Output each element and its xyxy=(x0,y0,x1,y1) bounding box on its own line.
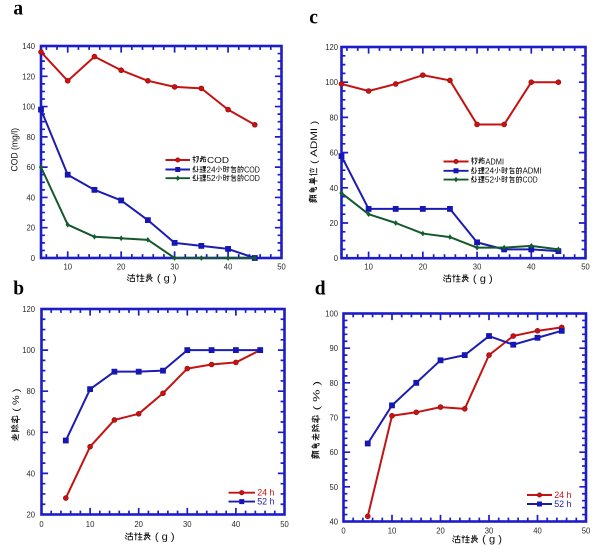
svg-text:40: 40 xyxy=(232,520,241,529)
svg-text:0: 0 xyxy=(31,254,36,263)
svg-text:COD: COD xyxy=(207,156,229,165)
svg-text:10: 10 xyxy=(64,263,73,272)
svg-text:52 h: 52 h xyxy=(554,499,571,509)
svg-text:50: 50 xyxy=(277,263,286,272)
svg-text:120: 120 xyxy=(22,305,35,314)
svg-text:50: 50 xyxy=(280,520,289,529)
svg-text:( g ): ( g ) xyxy=(154,274,177,285)
svg-text:70: 70 xyxy=(330,414,339,423)
svg-text:50: 50 xyxy=(581,263,590,272)
svg-text:( g ): ( g ) xyxy=(470,274,493,285)
svg-text:10: 10 xyxy=(388,527,397,536)
svg-text:80: 80 xyxy=(27,387,36,396)
svg-text:( % ): ( % ) xyxy=(311,381,321,414)
svg-text:52: 52 xyxy=(206,174,216,183)
svg-text:ADMI: ADMI xyxy=(486,157,505,166)
svg-text:0: 0 xyxy=(39,520,44,529)
svg-text:80: 80 xyxy=(27,133,36,142)
svg-text:100: 100 xyxy=(325,78,338,87)
svg-text:20: 20 xyxy=(27,511,36,520)
svg-text:52: 52 xyxy=(485,176,495,185)
svg-text:24: 24 xyxy=(485,167,495,176)
svg-text:40: 40 xyxy=(27,469,36,478)
svg-text:COD: COD xyxy=(244,165,260,174)
svg-text:100: 100 xyxy=(325,310,338,319)
svg-text:30: 30 xyxy=(183,520,192,529)
svg-text:( g ): ( g ) xyxy=(152,532,175,543)
svg-text:20: 20 xyxy=(436,527,445,536)
svg-text:90: 90 xyxy=(330,344,339,353)
svg-text:80: 80 xyxy=(330,379,339,388)
svg-text:30: 30 xyxy=(473,263,482,272)
svg-text:10: 10 xyxy=(364,263,373,272)
svg-text:24 h: 24 h xyxy=(554,490,571,500)
svg-text:( ADMI ): ( ADMI ) xyxy=(309,121,319,167)
svg-text:20: 20 xyxy=(117,263,126,272)
svg-text:60: 60 xyxy=(330,149,339,158)
svg-text:52 h: 52 h xyxy=(257,497,274,507)
svg-text:24 h: 24 h xyxy=(257,488,274,498)
svg-text:( % ): ( % ) xyxy=(11,389,21,415)
svg-text:COD: COD xyxy=(523,176,538,185)
svg-text:60: 60 xyxy=(27,163,36,172)
svg-text:20: 20 xyxy=(27,224,36,233)
svg-text:40: 40 xyxy=(330,184,339,193)
svg-text:60: 60 xyxy=(330,448,339,457)
svg-text:c: c xyxy=(309,7,318,28)
svg-text:50: 50 xyxy=(330,483,339,492)
svg-text:30: 30 xyxy=(170,263,179,272)
svg-text:COD (mg/l): COD (mg/l) xyxy=(10,128,20,172)
svg-text:0: 0 xyxy=(334,254,339,263)
svg-text:0: 0 xyxy=(341,527,346,536)
svg-text:120: 120 xyxy=(325,43,338,52)
svg-text:100: 100 xyxy=(22,346,35,355)
svg-text:40: 40 xyxy=(27,193,36,202)
svg-text:30: 30 xyxy=(485,527,494,536)
svg-text:60: 60 xyxy=(27,428,36,437)
svg-text:24: 24 xyxy=(206,165,216,174)
svg-text:b: b xyxy=(13,278,24,299)
svg-text:20: 20 xyxy=(419,263,428,272)
svg-text:20: 20 xyxy=(330,219,339,228)
svg-text:100: 100 xyxy=(22,103,35,112)
svg-text:80: 80 xyxy=(330,113,339,122)
svg-text:140: 140 xyxy=(22,42,35,51)
svg-text:40: 40 xyxy=(224,263,233,272)
svg-text:ADMI: ADMI xyxy=(523,167,542,176)
svg-text:40: 40 xyxy=(533,527,542,536)
svg-text:40: 40 xyxy=(527,263,536,272)
svg-text:( g ): ( g ) xyxy=(479,535,502,546)
svg-text:10: 10 xyxy=(86,520,95,529)
svg-text:d: d xyxy=(315,278,326,299)
svg-text:50: 50 xyxy=(582,527,591,536)
svg-text:20: 20 xyxy=(134,520,143,529)
svg-text:a: a xyxy=(13,0,23,19)
svg-text:40: 40 xyxy=(330,518,339,527)
svg-text:120: 120 xyxy=(22,72,35,81)
svg-text:COD: COD xyxy=(244,174,260,183)
